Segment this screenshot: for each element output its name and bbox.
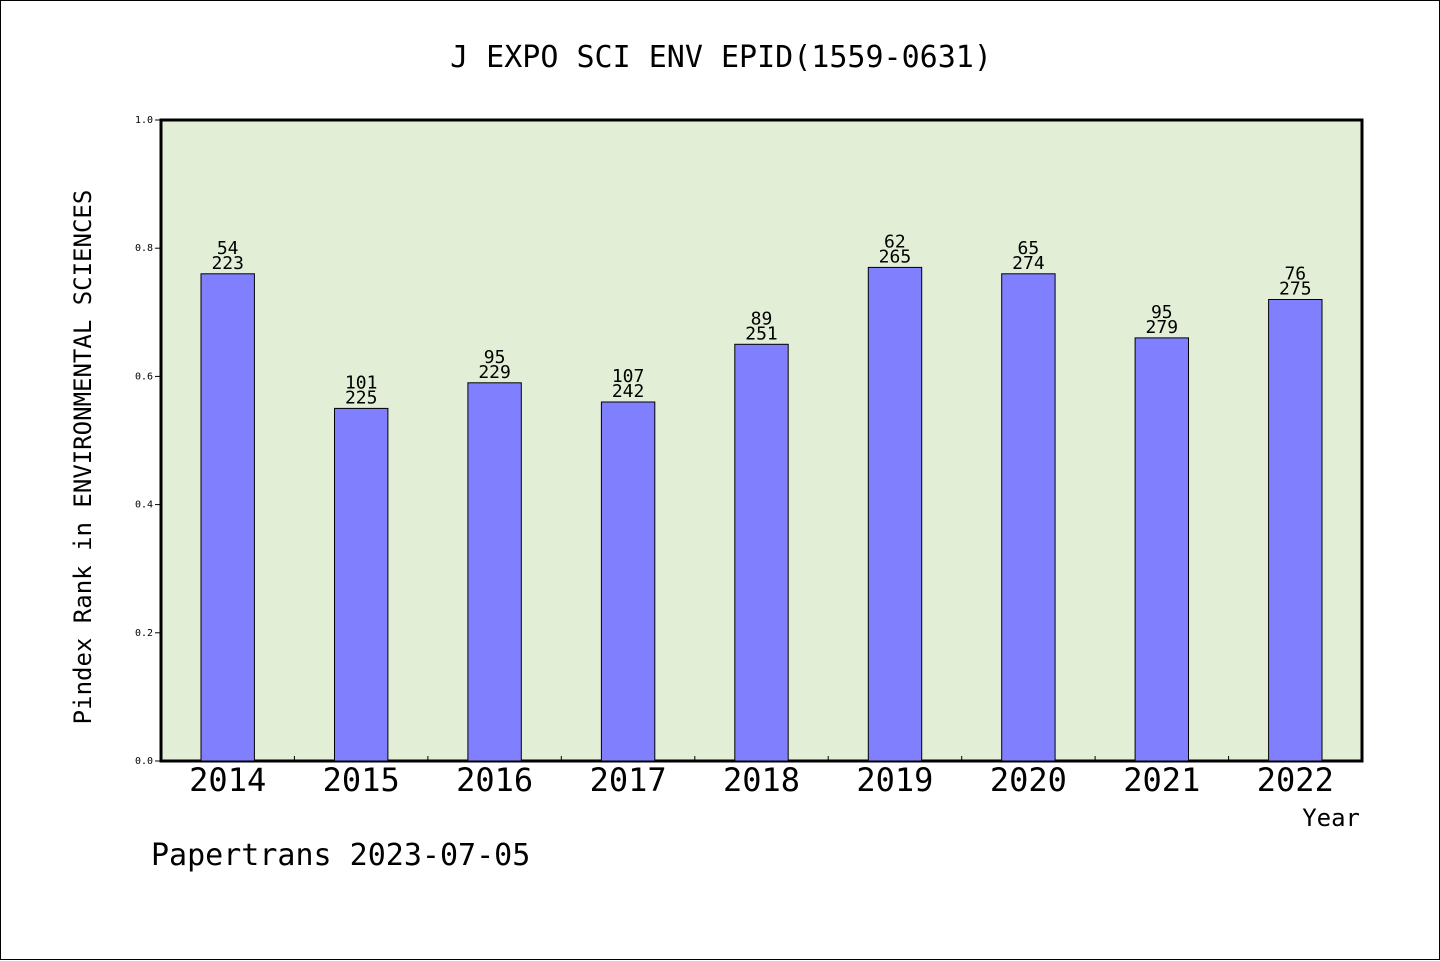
rank-label-2018: 89: [751, 308, 773, 329]
x-tick-label-2022: 2022: [1257, 761, 1334, 799]
bar-2019: [867, 266, 923, 762]
y-axis-label: Pindex Rank in ENVIRONMENTAL SCIENCES: [69, 190, 97, 725]
y-tick-label: 0.4: [135, 500, 153, 511]
y-tick-label: 0.2: [135, 628, 153, 639]
y-tick-label: 0.0: [135, 756, 153, 767]
bar-2021: [1134, 337, 1189, 762]
bar-2014: [200, 273, 255, 762]
total-label-2022: 275: [1279, 279, 1312, 300]
x-tick-label-2019: 2019: [856, 761, 933, 799]
x-tick-label-2014: 2014: [189, 761, 266, 799]
x-tick-label-2020: 2020: [990, 761, 1067, 799]
y-axis: 0.0 0.2 0.4 0.6 0.8 1.0: [135, 115, 161, 767]
total-label-2020: 274: [1012, 253, 1045, 274]
bar-2022: [1268, 299, 1323, 762]
total-label-2021: 279: [1146, 317, 1179, 338]
y-tick-label: 0.8: [135, 243, 153, 254]
x-tick-label-2017: 2017: [590, 761, 667, 799]
x-tick-label-2016: 2016: [456, 761, 533, 799]
rank-label-2019: 62: [884, 231, 906, 252]
bar-2020: [1001, 273, 1056, 762]
chart-title: J EXPO SCI ENV EPID(1559-0631): [450, 40, 992, 75]
rank-label-2021: 95: [1151, 302, 1173, 323]
y-tick-label: 0.6: [135, 371, 153, 382]
total-label-2014: 223: [211, 253, 244, 274]
bar-2018: [734, 343, 789, 762]
bars-layer: [200, 266, 1323, 762]
total-label-2018: 251: [745, 323, 778, 344]
x-tick-label-2018: 2018: [723, 761, 800, 799]
rank-label-2017: 107: [612, 366, 645, 387]
total-label-2019: 265: [879, 246, 912, 267]
x-axis-label: Year: [1302, 804, 1360, 832]
x-axis: 2014 2015 2016 2017 2018 2019 2020 2021 2022: [189, 756, 1334, 799]
y-tick-label: 1.0: [135, 115, 153, 126]
rank-label-2014: 54: [217, 238, 239, 259]
bar-2017: [600, 401, 656, 762]
total-label-2015: 225: [345, 387, 378, 408]
total-label-2016: 229: [478, 362, 511, 383]
rank-label-2022: 76: [1284, 264, 1306, 285]
rank-label-2020: 65: [1018, 238, 1040, 259]
bar-2015: [334, 407, 389, 762]
x-tick-label-2015: 2015: [323, 761, 400, 799]
rank-label-2016: 95: [484, 347, 506, 368]
total-label-2017: 242: [612, 381, 645, 402]
bar-2016: [467, 382, 522, 762]
footer-text: Papertrans 2023-07-05: [151, 838, 530, 873]
rank-label-2015: 101: [345, 372, 378, 393]
x-tick-label-2021: 2021: [1123, 761, 1200, 799]
